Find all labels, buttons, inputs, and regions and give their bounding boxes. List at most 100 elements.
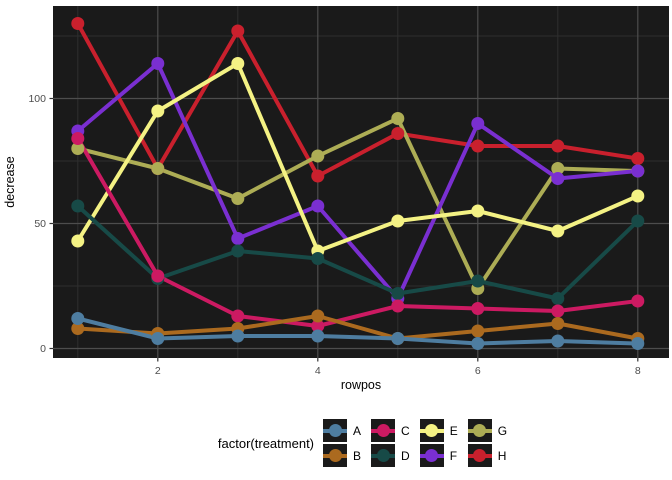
data-point bbox=[551, 304, 565, 318]
data-point bbox=[311, 319, 325, 333]
legend-key-A bbox=[323, 419, 348, 442]
data-point bbox=[391, 127, 405, 140]
data-point bbox=[71, 322, 85, 335]
legend-item-H: H bbox=[467, 444, 507, 467]
data-point bbox=[231, 232, 245, 245]
legend-key-dot bbox=[425, 449, 439, 462]
series-lines bbox=[76, 22, 640, 346]
legend-key-dot bbox=[328, 424, 342, 437]
data-point bbox=[391, 214, 405, 228]
data-point bbox=[311, 199, 325, 213]
data-point bbox=[631, 189, 645, 203]
data-point bbox=[151, 269, 165, 283]
legend-label-B: B bbox=[353, 448, 362, 463]
legend-key-C bbox=[371, 419, 396, 442]
legend-key-dot bbox=[328, 449, 342, 462]
data-point bbox=[151, 162, 165, 175]
data-point bbox=[231, 192, 245, 205]
data-point bbox=[71, 234, 85, 248]
data-point bbox=[551, 139, 565, 153]
axis-ticks bbox=[49, 97, 639, 362]
series-line-B bbox=[77, 314, 639, 341]
plot-svg: 2 4 6 8 0 50 100 rowpos decrease bbox=[3, 6, 669, 392]
data-point bbox=[311, 252, 325, 265]
data-point bbox=[471, 302, 485, 315]
data-point bbox=[311, 149, 325, 163]
series-line-H bbox=[76, 22, 639, 178]
legend-key-H bbox=[467, 444, 492, 467]
data-point bbox=[551, 317, 565, 330]
legend-label-D: D bbox=[401, 448, 410, 463]
panel-background bbox=[53, 6, 669, 358]
data-point bbox=[151, 104, 165, 118]
legend-key-E bbox=[419, 419, 444, 442]
data-point bbox=[151, 332, 165, 345]
legend-item-A: A bbox=[323, 419, 361, 442]
legend-key-dot bbox=[425, 424, 439, 437]
legend-key-dot bbox=[376, 424, 390, 437]
data-point bbox=[311, 309, 325, 323]
data-point bbox=[71, 132, 85, 145]
series-line-A bbox=[77, 316, 638, 346]
data-point bbox=[631, 337, 645, 350]
data-point bbox=[631, 214, 645, 228]
x-tick-label: 4 bbox=[315, 365, 321, 377]
data-point bbox=[471, 324, 485, 338]
legend-label-A: A bbox=[353, 423, 362, 438]
legend-key-dot bbox=[473, 424, 487, 437]
data-point bbox=[231, 329, 245, 343]
y-tick-label: 50 bbox=[34, 218, 46, 230]
series-points-C bbox=[71, 132, 645, 333]
legend-item-D: D bbox=[371, 444, 410, 467]
series-points-A bbox=[71, 312, 645, 350]
data-point bbox=[231, 244, 245, 258]
y-axis-title: decrease bbox=[3, 156, 17, 207]
legend-label-G: G bbox=[497, 423, 508, 438]
y-tick-label: 100 bbox=[28, 93, 46, 105]
data-point bbox=[471, 204, 485, 218]
legend-key-B bbox=[323, 444, 348, 467]
data-point bbox=[391, 287, 405, 300]
data-point bbox=[631, 164, 645, 178]
x-tick-label: 8 bbox=[635, 365, 641, 377]
data-point bbox=[471, 274, 485, 288]
legend-label-C: C bbox=[401, 423, 410, 438]
data-point bbox=[71, 199, 85, 213]
data-point bbox=[231, 309, 245, 323]
legend-item-F: F bbox=[419, 444, 458, 467]
legend-item-G: G bbox=[467, 419, 508, 442]
data-point bbox=[71, 17, 85, 30]
legend-key-D bbox=[371, 444, 396, 467]
data-point bbox=[311, 169, 325, 183]
legend-item-B: B bbox=[323, 444, 361, 467]
legend-key-F bbox=[419, 444, 444, 467]
x-tick-label: 6 bbox=[475, 365, 481, 377]
data-point bbox=[471, 117, 485, 130]
legend-label-E: E bbox=[449, 423, 458, 438]
grid-major bbox=[53, 6, 669, 358]
data-point bbox=[471, 337, 485, 350]
x-axis-title: rowpos bbox=[341, 378, 381, 392]
legend-label-H: H bbox=[497, 448, 507, 463]
series-line-E bbox=[76, 61, 639, 253]
data-point bbox=[71, 312, 85, 325]
legend-key-dot bbox=[376, 449, 390, 462]
data-point bbox=[471, 139, 485, 153]
data-point bbox=[551, 292, 565, 305]
legend-item-E: E bbox=[419, 419, 458, 442]
data-point bbox=[551, 224, 565, 238]
data-point bbox=[231, 57, 245, 70]
series-points-D bbox=[71, 199, 645, 305]
data-point bbox=[391, 299, 405, 313]
data-point bbox=[551, 172, 565, 185]
data-point bbox=[231, 24, 245, 38]
data-point bbox=[631, 152, 645, 165]
legend-title: factor(treatment) bbox=[217, 435, 315, 451]
